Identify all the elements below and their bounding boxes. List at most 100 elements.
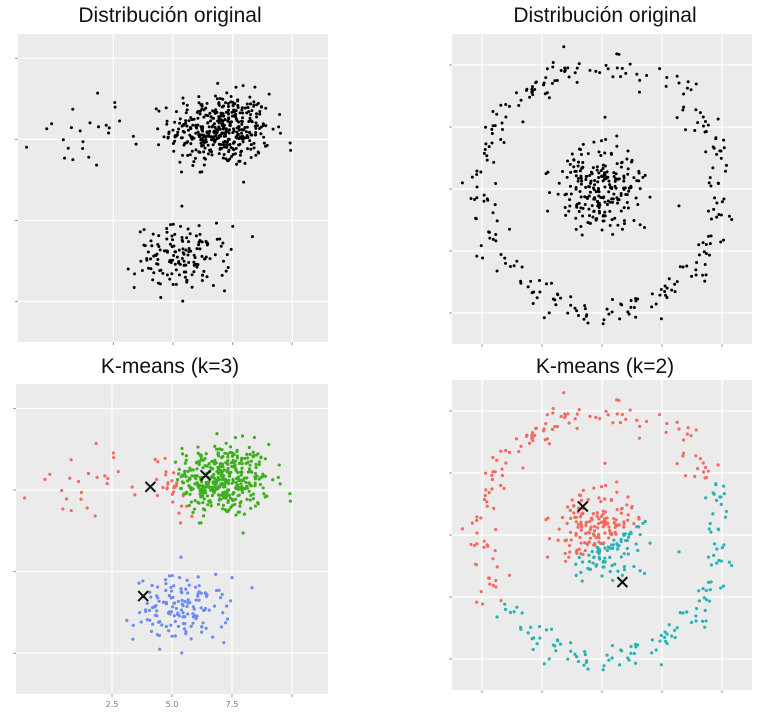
data-point [641, 521, 645, 525]
data-point [147, 266, 151, 270]
data-point [620, 573, 625, 577]
data-point [556, 538, 560, 542]
data-point [578, 515, 582, 519]
data-point [187, 583, 191, 587]
data-point [172, 601, 177, 605]
data-point [624, 193, 628, 197]
data-point [145, 258, 149, 262]
data-point [182, 123, 186, 127]
data-point [663, 290, 667, 294]
data-point [574, 169, 578, 173]
data-point [237, 510, 241, 514]
data-point [244, 461, 248, 466]
data-point [212, 131, 216, 135]
data-point [482, 151, 486, 155]
data-point [195, 247, 199, 251]
data-point [499, 598, 503, 603]
data-point [632, 651, 636, 656]
data-point [708, 242, 712, 246]
data-point [238, 153, 242, 157]
data-point [569, 516, 573, 520]
data-point [189, 500, 193, 504]
data-point [66, 146, 70, 150]
data-point [181, 101, 185, 105]
data-point [192, 117, 196, 121]
data-point [475, 600, 479, 604]
data-point [200, 484, 204, 488]
data-point [587, 207, 591, 211]
data-point [620, 227, 624, 231]
data-point [543, 92, 547, 96]
data-point [648, 195, 652, 199]
data-point [238, 159, 242, 163]
centroid-marker [199, 469, 212, 482]
data-point [581, 206, 585, 210]
data-point [615, 547, 620, 551]
data-point [164, 588, 168, 592]
data-point [551, 411, 555, 415]
data-point [485, 504, 489, 508]
data-point [203, 606, 208, 611]
data-point [194, 131, 198, 135]
data-point [719, 559, 724, 563]
data-point [684, 128, 688, 132]
data-point [619, 302, 623, 306]
data-point [149, 267, 153, 271]
data-point [544, 282, 548, 286]
data-point [247, 467, 252, 471]
data-point [219, 114, 223, 118]
data-point [190, 137, 194, 141]
data-point [150, 244, 154, 248]
data-point [189, 488, 193, 492]
data-point [719, 213, 723, 217]
data-point [689, 88, 693, 92]
data-point [720, 546, 724, 550]
data-point [180, 480, 184, 484]
data-point [200, 254, 204, 258]
data-point [112, 455, 116, 460]
data-point [168, 242, 172, 246]
data-point [625, 546, 629, 551]
data-point [233, 436, 237, 440]
data-point [68, 476, 72, 480]
data-point [167, 574, 172, 578]
data-point [619, 165, 623, 169]
data-point [576, 659, 581, 664]
data-point [133, 493, 137, 497]
data-point [519, 627, 523, 631]
data-point [605, 170, 609, 174]
data-point [226, 452, 230, 456]
data-point [487, 576, 491, 580]
data-point [622, 552, 626, 556]
data-point [603, 151, 607, 155]
data-point [259, 456, 263, 460]
data-point [696, 121, 700, 125]
data-point [551, 643, 555, 647]
data-point [613, 525, 617, 529]
scatter-plot-kmeans-2 [449, 380, 752, 693]
data-point [226, 104, 230, 108]
data-point [118, 119, 122, 123]
data-point [551, 65, 555, 69]
data-point [686, 80, 690, 84]
data-point [226, 140, 230, 144]
data-point [487, 230, 491, 234]
data-point [249, 143, 253, 147]
data-point [573, 71, 577, 75]
data-point [185, 124, 189, 128]
data-point [176, 477, 180, 482]
data-point [161, 600, 165, 604]
data-point [224, 477, 228, 482]
data-point [603, 531, 607, 535]
data-point [622, 206, 626, 210]
data-point [663, 630, 667, 634]
data-point [626, 513, 630, 517]
data-point [514, 91, 518, 95]
data-point [603, 510, 608, 514]
data-point [690, 274, 694, 278]
data-point [620, 66, 624, 70]
data-point [542, 316, 546, 320]
data-point [491, 470, 495, 474]
data-point [569, 303, 573, 307]
data-point [240, 466, 244, 470]
